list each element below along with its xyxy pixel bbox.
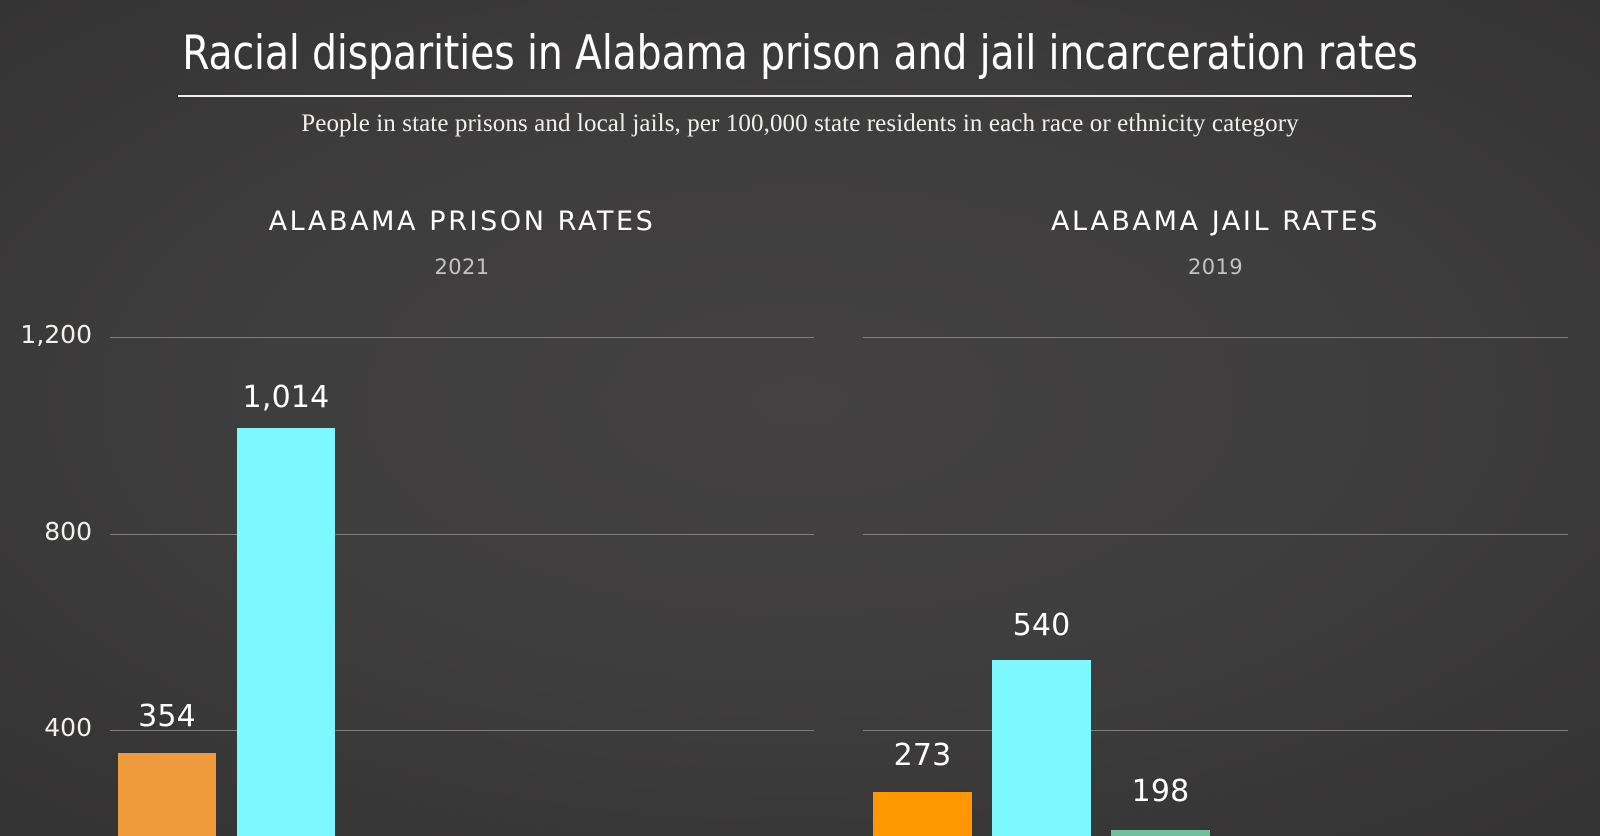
bar-label-jail-hispanic: 273	[893, 738, 952, 773]
panel-alabama-jail-rates: ALABAMA JAIL RATES 2019 273 540 198	[863, 0, 1568, 836]
bar-jail-black[interactable]	[992, 660, 1091, 836]
gridline-1200	[110, 337, 814, 338]
gridline-400	[863, 730, 1568, 731]
y-axis-tick-1200: 1,200	[20, 320, 92, 349]
y-axis: 1,200 800 400	[0, 0, 110, 836]
panel-alabama-prison-rates: ALABAMA PRISON RATES 2021 354 1,014	[110, 0, 814, 836]
gridline-800	[110, 534, 814, 535]
panel-year-jail: 2019	[1187, 255, 1244, 279]
bar-jail-white[interactable]	[1111, 830, 1210, 836]
bar-prison-black[interactable]	[237, 428, 335, 836]
gridline-800	[863, 534, 1568, 535]
y-axis-tick-400: 400	[44, 713, 92, 742]
bar-label-prison-hispanic: 354	[138, 699, 196, 734]
plot-area-jail: 273 540 198	[863, 0, 1568, 836]
y-axis-tick-800: 800	[44, 517, 92, 546]
bar-label-jail-black: 540	[1012, 608, 1071, 643]
gridline-400	[110, 730, 814, 731]
panel-title-jail: ALABAMA JAIL RATES	[1050, 206, 1381, 237]
bar-prison-hispanic[interactable]	[118, 753, 216, 836]
panel-title-prison: ALABAMA PRISON RATES	[268, 206, 656, 237]
page-subtitle: People in state prisons and local jails,…	[301, 110, 1299, 137]
gridline-1200	[863, 337, 1568, 338]
chart-header: Racial disparities in Alabama prison and…	[0, 0, 1600, 137]
title-divider	[178, 95, 1412, 97]
plot-area-prison: 354 1,014	[110, 0, 814, 836]
bar-label-jail-white: 198	[1131, 774, 1190, 809]
page-title: Racial disparities in Alabama prison and…	[182, 26, 1418, 81]
panel-year-prison: 2021	[434, 255, 490, 279]
bar-jail-hispanic[interactable]	[873, 792, 972, 836]
bar-label-prison-black: 1,014	[242, 380, 330, 415]
